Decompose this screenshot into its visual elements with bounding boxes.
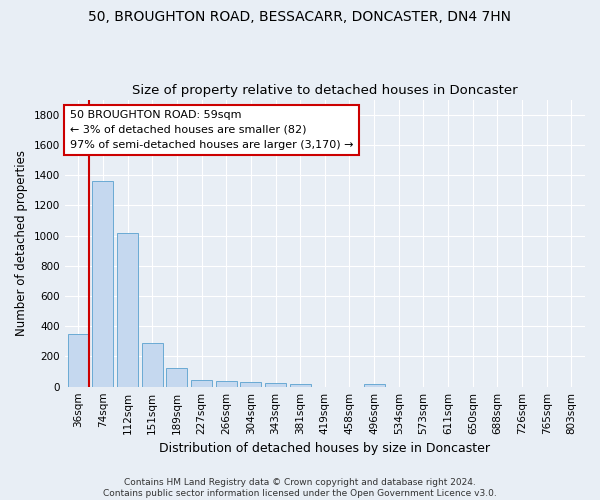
Bar <box>92 181 113 386</box>
Bar <box>290 384 311 386</box>
Title: Size of property relative to detached houses in Doncaster: Size of property relative to detached ho… <box>132 84 518 97</box>
X-axis label: Distribution of detached houses by size in Doncaster: Distribution of detached houses by size … <box>160 442 490 455</box>
Bar <box>68 334 89 386</box>
Text: Contains HM Land Registry data © Crown copyright and database right 2024.
Contai: Contains HM Land Registry data © Crown c… <box>103 478 497 498</box>
Bar <box>265 384 286 386</box>
Bar <box>191 380 212 386</box>
Bar <box>117 232 138 386</box>
Text: 50 BROUGHTON ROAD: 59sqm
← 3% of detached houses are smaller (82)
97% of semi-de: 50 BROUGHTON ROAD: 59sqm ← 3% of detache… <box>70 110 353 150</box>
Bar <box>142 343 163 386</box>
Y-axis label: Number of detached properties: Number of detached properties <box>15 150 28 336</box>
Text: 50, BROUGHTON ROAD, BESSACARR, DONCASTER, DN4 7HN: 50, BROUGHTON ROAD, BESSACARR, DONCASTER… <box>89 10 511 24</box>
Bar <box>216 382 236 386</box>
Bar <box>241 382 262 386</box>
Bar <box>166 368 187 386</box>
Bar <box>364 384 385 386</box>
